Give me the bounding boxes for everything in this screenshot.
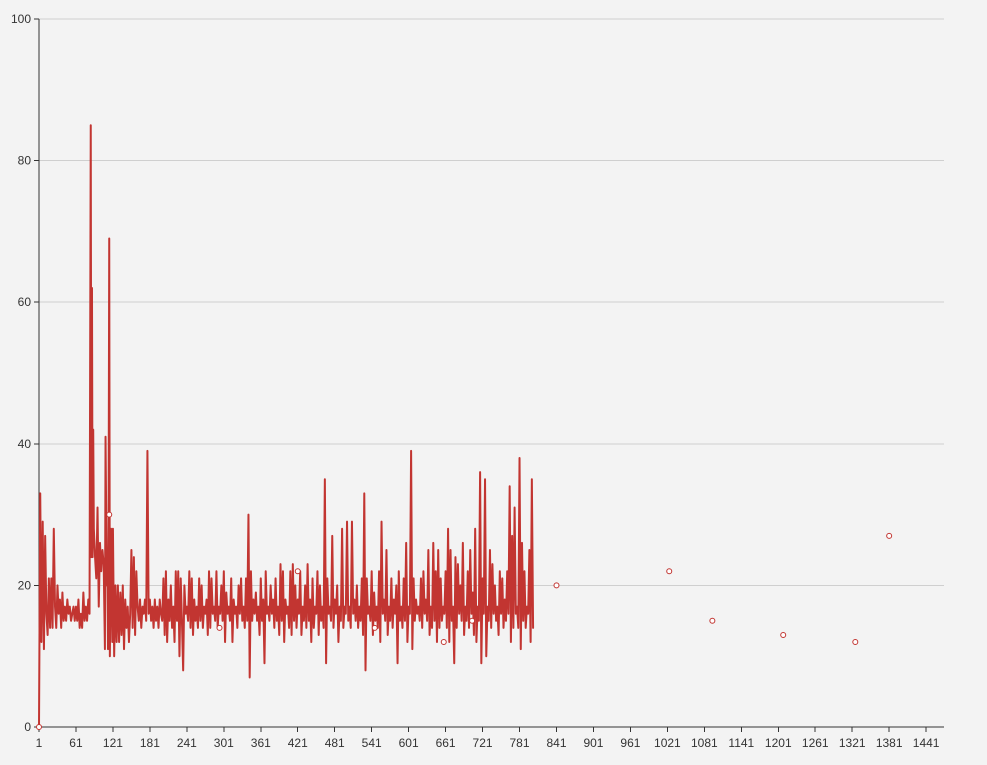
x-tick-label-1: 61 (69, 736, 83, 750)
y-tick-label-1: 20 (18, 578, 32, 592)
x-tick-label-18: 1081 (691, 736, 718, 750)
x-tick-label-10: 601 (399, 736, 419, 750)
x-tick-label-0: 1 (36, 736, 43, 750)
x-tick-label-3: 181 (140, 736, 160, 750)
x-tick-label-7: 421 (288, 736, 308, 750)
data-point-11 (852, 639, 859, 646)
data-point-3 (294, 568, 301, 575)
y-tick-label-0: 0 (24, 720, 31, 734)
x-tick-label-17: 1021 (654, 736, 681, 750)
x-tick-label-15: 901 (583, 736, 603, 750)
x-tick-label-20: 1201 (765, 736, 792, 750)
x-tick-label-12: 721 (473, 736, 493, 750)
data-point-1 (106, 511, 113, 518)
data-point-12 (886, 532, 893, 539)
x-tick-label-23: 1381 (876, 736, 903, 750)
data-point-9 (709, 617, 716, 624)
data-point-5 (440, 639, 447, 646)
x-tick-label-8: 481 (325, 736, 345, 750)
data-point-8 (666, 568, 673, 575)
x-tick-label-22: 1321 (839, 736, 866, 750)
x-tick-label-2: 121 (103, 736, 123, 750)
x-tick-label-24: 1441 (913, 736, 940, 750)
x-tick-label-19: 1141 (728, 736, 754, 750)
x-tick-label-13: 781 (510, 736, 530, 750)
data-point-7 (553, 582, 560, 589)
x-tick-label-14: 841 (546, 736, 566, 750)
y-tick-label-2: 40 (18, 437, 32, 451)
data-point-2 (216, 624, 223, 631)
x-tick-label-16: 961 (620, 736, 640, 750)
y-tick-label-4: 80 (18, 154, 32, 168)
x-tick-label-6: 361 (251, 736, 271, 750)
data-point-0 (36, 724, 42, 730)
data-point-4 (371, 624, 378, 631)
x-tick-label-9: 541 (362, 736, 382, 750)
series-line-0 (38, 124, 535, 728)
y-tick-label-3: 60 (18, 295, 32, 309)
data-point-6 (469, 617, 476, 624)
x-tick-label-4: 241 (177, 736, 197, 750)
x-tick-label-11: 661 (436, 736, 456, 750)
y-tick-label-5: 100 (11, 12, 31, 26)
x-tick-label-21: 1261 (802, 736, 829, 750)
data-point-10 (780, 631, 787, 638)
x-tick-label-5: 301 (214, 736, 234, 750)
